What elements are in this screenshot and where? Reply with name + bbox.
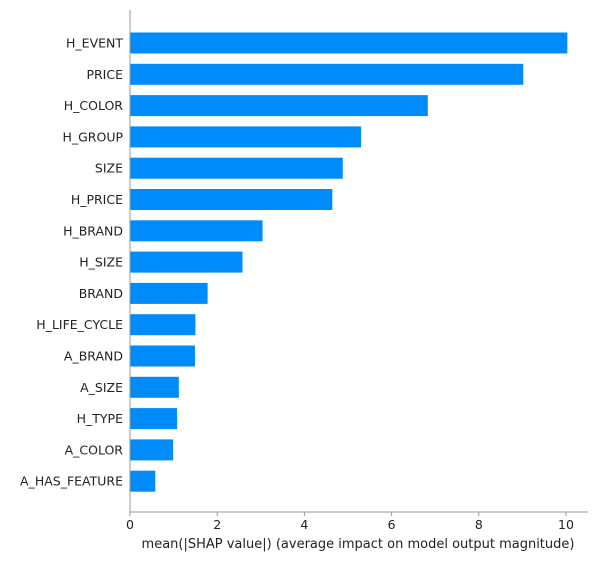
bar-a-size — [130, 376, 179, 398]
category-label-h-type: H_TYPE — [77, 411, 123, 426]
category-label-h-size: H_SIZE — [79, 255, 123, 270]
category-label-h-life-cycle: H_LIFE_CYCLE — [36, 317, 123, 332]
bar-a-brand — [130, 345, 195, 367]
bar-h-event — [130, 32, 568, 54]
category-label-a-has-feature: A_HAS_FEATURE — [20, 474, 123, 489]
bar-h-size — [130, 251, 243, 273]
x-tick-label-4: 4 — [300, 517, 308, 532]
category-label-h-event: H_EVENT — [66, 36, 123, 51]
bar-size — [130, 157, 343, 179]
bar-a-has-feature — [130, 470, 156, 492]
x-tick-label-2: 2 — [213, 517, 221, 532]
category-label-a-size: A_SIZE — [80, 380, 123, 395]
x-axis-title: mean(|SHAP value|) (average impact on mo… — [142, 537, 575, 552]
category-label-a-brand: A_BRAND — [64, 349, 123, 364]
x-tick-label-0: 0 — [126, 517, 134, 532]
bar-price — [130, 63, 524, 85]
bar-h-brand — [130, 220, 263, 242]
x-tick-label-6: 6 — [388, 517, 396, 532]
x-ticks-group: 0 2 4 6 8 10 — [126, 512, 574, 532]
bar-h-group — [130, 126, 362, 148]
category-label-brand: BRAND — [79, 286, 123, 301]
category-label-size: SIZE — [95, 161, 123, 176]
category-label-h-brand: H_BRAND — [63, 223, 123, 238]
x-tick-label-10: 10 — [558, 517, 574, 532]
category-label-price: PRICE — [86, 67, 123, 82]
category-label-h-group: H_GROUP — [62, 129, 123, 144]
x-tick-label-8: 8 — [475, 517, 483, 532]
bar-h-color — [130, 95, 428, 117]
category-labels-group: H_EVENT PRICE H_COLOR H_GROUP SIZE H_PRICE H_B… — [20, 36, 123, 489]
bar-brand — [130, 282, 208, 304]
category-label-a-color: A_COLOR — [65, 442, 124, 457]
bars-group — [130, 32, 568, 492]
category-label-h-color: H_COLOR — [64, 98, 124, 113]
bar-a-color — [130, 439, 174, 461]
bar-h-price — [130, 189, 333, 210]
category-label-h-price: H_PRICE — [71, 192, 123, 207]
bar-h-life-cycle — [130, 314, 196, 336]
bar-h-type — [130, 408, 178, 430]
